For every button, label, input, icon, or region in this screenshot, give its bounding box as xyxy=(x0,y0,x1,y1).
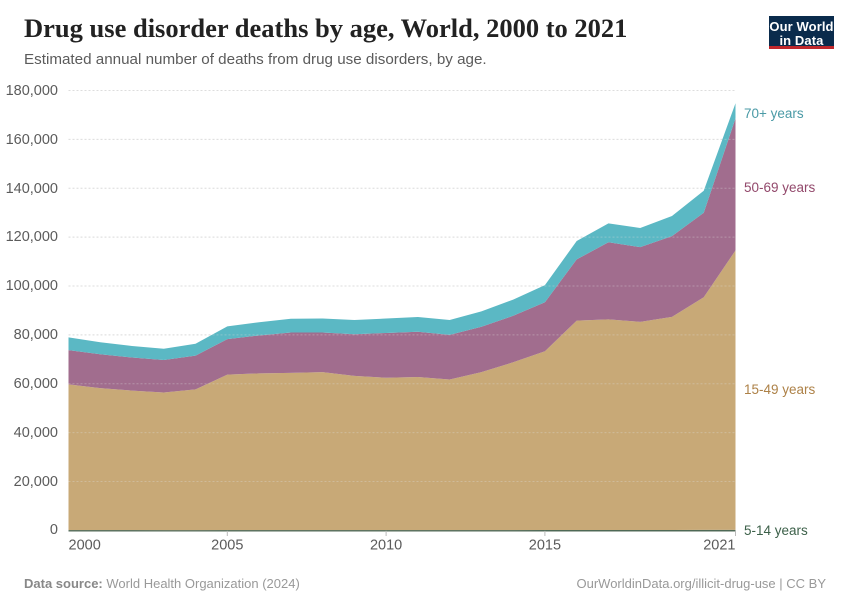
svg-text:0: 0 xyxy=(50,522,58,538)
svg-text:180,000: 180,000 xyxy=(6,83,58,99)
svg-text:40,000: 40,000 xyxy=(14,425,58,441)
svg-text:20,000: 20,000 xyxy=(14,474,58,490)
svg-text:2015: 2015 xyxy=(529,538,561,554)
svg-text:70+ years: 70+ years xyxy=(744,106,804,121)
svg-text:100,000: 100,000 xyxy=(6,278,58,294)
svg-text:80,000: 80,000 xyxy=(14,327,58,343)
svg-text:2021: 2021 xyxy=(703,538,735,554)
svg-text:15-49 years: 15-49 years xyxy=(744,382,816,397)
svg-text:160,000: 160,000 xyxy=(6,132,58,148)
svg-text:140,000: 140,000 xyxy=(6,181,58,197)
svg-text:60,000: 60,000 xyxy=(14,376,58,392)
svg-text:2000: 2000 xyxy=(69,538,101,554)
svg-text:2005: 2005 xyxy=(211,538,243,554)
svg-text:5-14 years: 5-14 years xyxy=(744,523,808,538)
svg-text:120,000: 120,000 xyxy=(6,229,58,245)
svg-text:50-69 years: 50-69 years xyxy=(744,180,816,195)
svg-text:2010: 2010 xyxy=(370,538,402,554)
